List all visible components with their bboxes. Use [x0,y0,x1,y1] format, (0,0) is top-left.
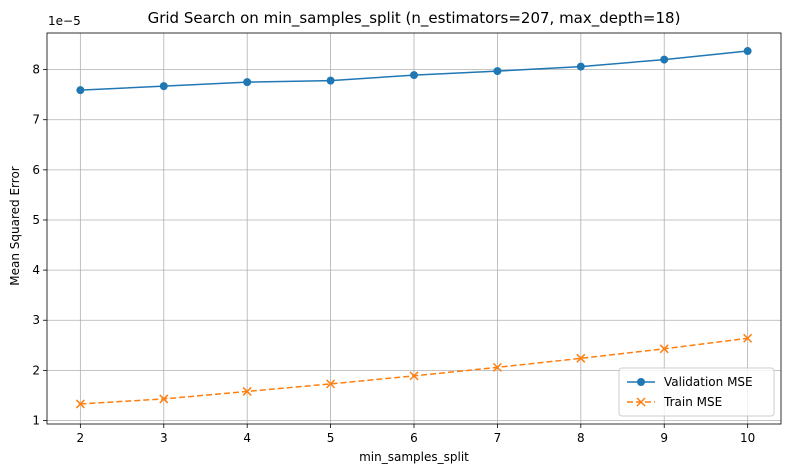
data-point [492,362,502,372]
legend-item: Validation MSE [627,375,753,389]
axes: 2 3 4 5 6 7 8 9 10 1 2 3 4 5 6 7 8 [32,32,782,445]
data-point [159,82,168,91]
data-point [493,67,502,76]
data-point [159,394,169,404]
legend-label: Train MSE [663,395,722,409]
y-scale-label: 1e−5 [48,14,81,28]
data-point [243,78,252,87]
x-tick-label: 2 [77,431,85,445]
x-tick-label: 6 [410,431,418,445]
x-tick-label: 5 [327,431,335,445]
data-point [743,47,752,56]
data-point [636,397,646,407]
data-point [659,344,669,354]
grid [47,33,781,424]
x-marker-stroke [636,397,646,407]
x-marker-stroke [242,386,252,396]
x-marker-stroke [659,344,669,354]
data-point [75,399,85,409]
x-tick-label: 10 [740,431,755,445]
y-tick-label: 7 [32,113,40,127]
data-point [576,353,586,363]
x-marker-stroke [326,379,336,389]
series-layer [75,47,753,409]
data-point [410,71,418,80]
legend-item: Train MSE [627,395,722,409]
x-tick-label: 8 [577,431,585,445]
x-tick-label: 3 [160,431,168,445]
x-tick-label: 7 [494,431,502,445]
x-marker-stroke [576,353,586,363]
data-point [660,55,669,64]
y-tick-label: 1 [32,413,40,427]
y-tick-label: 6 [32,163,40,177]
y-tick-label: 5 [32,213,40,227]
x-marker-stroke [409,371,419,381]
y-tick-label: 8 [32,63,40,77]
y-tick-label: 3 [32,313,40,327]
x-marker-stroke [159,394,169,404]
x-marker-stroke [743,333,753,343]
series-validation-mse [76,47,752,95]
legend: Validation MSE Train MSE [618,367,775,417]
data-point [326,76,335,85]
data-point [326,379,336,389]
data-point [637,378,645,386]
data-point [743,333,753,343]
legend-box [618,367,775,417]
x-tick-label: 9 [660,431,668,445]
data-point [409,371,419,381]
chart-title: Grid Search on min_samples_split (n_esti… [148,9,681,28]
y-axis-label: Mean Squared Error [8,166,22,286]
data-point [576,62,585,71]
y-tick-label: 2 [32,363,40,377]
data-point [76,86,85,95]
x-axis-label: min_samples_split [359,450,469,464]
x-tick-label: 4 [243,431,251,445]
data-point [242,386,252,396]
y-tick-label: 4 [32,263,40,277]
legend-label: Validation MSE [664,375,753,389]
x-marker-stroke [75,399,85,409]
series-train-mse [75,333,753,409]
x-marker-stroke [492,362,502,372]
